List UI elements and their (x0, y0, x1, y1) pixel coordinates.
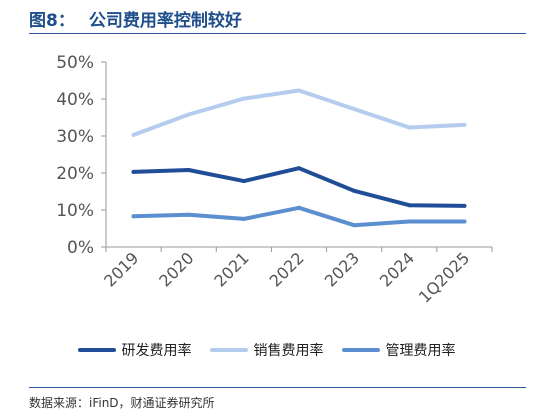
figure-number: 图8： (29, 11, 75, 31)
y-tick-label: 0% (67, 238, 94, 258)
chart-legend: 研发费用率 销售费用率 管理费用率 (0, 340, 533, 360)
x-tick-label: 2024 (376, 248, 418, 290)
data-point-2 (297, 205, 301, 210)
data-point-0 (407, 203, 412, 208)
data-point-0 (241, 179, 246, 184)
data-point-0 (131, 169, 136, 174)
legend-label-admin: 管理费用率 (385, 343, 456, 359)
legend-swatch-rd (77, 348, 116, 352)
source-note: 数据来源：iFinD，财通证券研究所 (29, 396, 215, 410)
data-point-1 (407, 125, 412, 130)
figure-title-text: 公司费用率控制较好 (88, 11, 242, 31)
x-tick-label: 2022 (266, 248, 308, 290)
data-point-2 (241, 216, 246, 221)
data-point-1 (131, 132, 136, 137)
y-tick-label: 20% (56, 164, 94, 184)
y-tick-label: 30% (56, 127, 94, 147)
legend-swatch-admin (341, 348, 380, 352)
legend-label-rd: 研发费用率 (121, 343, 192, 359)
legend-item-rd: 研发费用率 (77, 340, 192, 360)
data-point-0 (186, 168, 191, 173)
data-point-2 (186, 212, 191, 217)
x-tick-label: 2023 (321, 248, 363, 290)
y-tick-label: 40% (56, 90, 94, 110)
data-point-1 (352, 106, 357, 111)
y-tick-label: 10% (56, 201, 94, 221)
legend-swatch-sales (209, 348, 248, 352)
data-point-0 (352, 188, 357, 193)
data-point-1 (186, 112, 191, 117)
data-point-2 (131, 214, 136, 219)
data-point-2 (407, 219, 412, 224)
data-point-0 (297, 166, 301, 171)
data-point-1 (462, 122, 467, 127)
data-point-1 (297, 88, 301, 93)
data-point-2 (462, 219, 467, 224)
data-point-2 (352, 223, 357, 228)
source-rule (29, 387, 526, 388)
legend-item-sales: 销售费用率 (209, 340, 324, 360)
x-tick-label: 2020 (155, 248, 197, 290)
y-tick-label: 50% (56, 53, 94, 73)
series-line-1 (131, 88, 467, 137)
data-point-1 (241, 96, 246, 101)
legend-item-admin: 管理费用率 (341, 340, 456, 360)
x-tick-label: 2021 (210, 248, 252, 290)
line-chart: 0% 10% 20% 30% 40% 50% 2019 2020 2021 2022 2023 202… (56, 53, 493, 307)
series-line-0 (131, 166, 467, 208)
title-rule (29, 33, 526, 34)
legend-label-sales: 销售费用率 (253, 343, 324, 359)
data-point-0 (462, 203, 467, 208)
series-line-2 (131, 205, 467, 228)
x-tick-label: 1Q2025 (415, 248, 473, 306)
figure-title: 图8： 公司费用率控制较好 (29, 6, 242, 31)
x-tick-label: 2019 (100, 248, 142, 290)
